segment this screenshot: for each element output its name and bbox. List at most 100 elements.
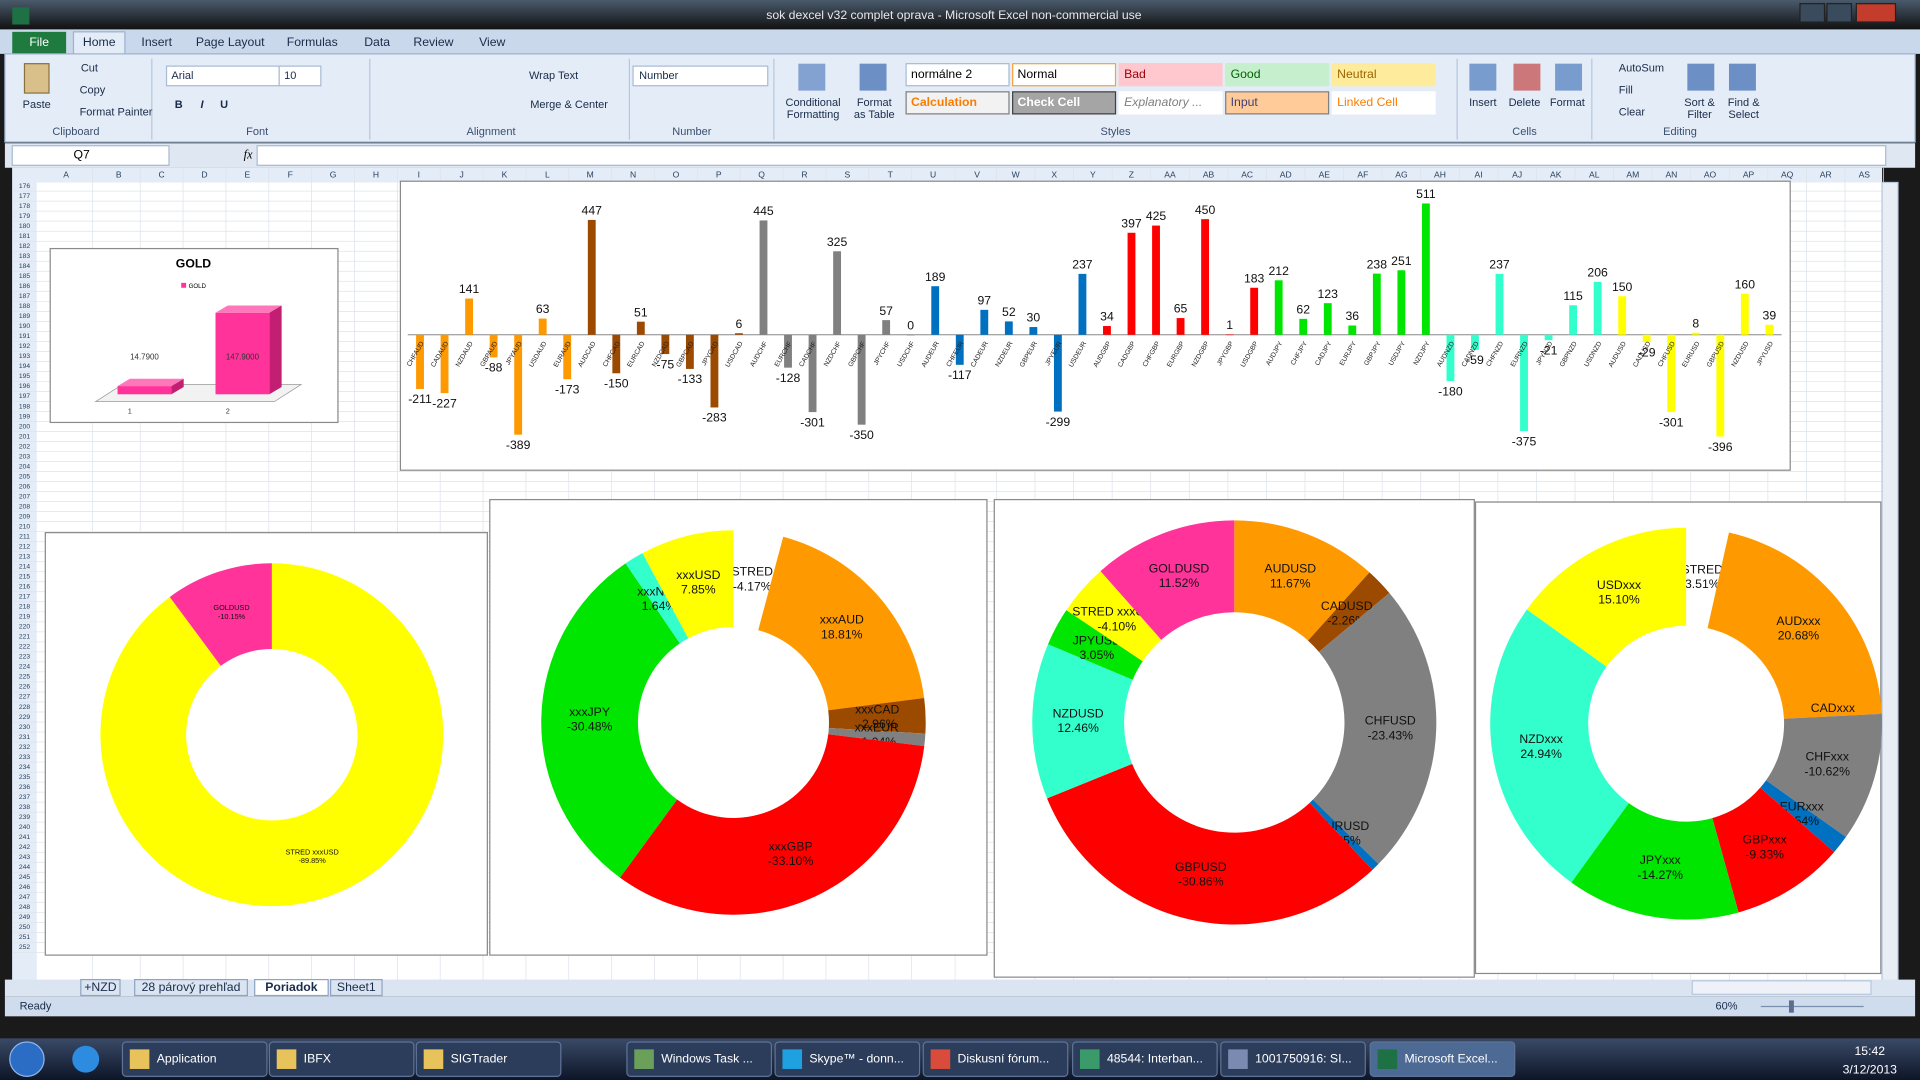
ribbon-command[interactable]: Paste <box>23 99 51 111</box>
start-button[interactable] <box>9 1041 45 1077</box>
taskbar-button[interactable] <box>626 1041 773 1077</box>
cell-style-label[interactable]: Calculation <box>911 95 977 109</box>
bar <box>1299 318 1308 335</box>
cell-style[interactable] <box>1118 91 1223 115</box>
ribbon-command[interactable]: Sort & <box>1684 97 1715 109</box>
ribbon-command[interactable]: Filter <box>1687 109 1712 121</box>
zoom-thumb[interactable] <box>1788 1000 1794 1013</box>
cell-style-label[interactable]: normálne 2 <box>911 67 972 81</box>
data-label: 251 <box>1391 254 1412 268</box>
taskbar-button[interactable] <box>121 1041 268 1077</box>
cell-style[interactable] <box>905 63 1010 87</box>
ribbon-command[interactable]: Formatting <box>787 109 840 121</box>
taskbar-label[interactable]: IBFX <box>304 1051 331 1065</box>
taskbar-label[interactable]: 1001750916: SI... <box>1255 1051 1352 1065</box>
cell-style-label[interactable]: Explanatory ... <box>1124 95 1202 109</box>
cell-style[interactable] <box>1118 63 1223 87</box>
ribbon-command[interactable]: U <box>220 99 228 111</box>
cell-style[interactable] <box>905 91 1010 115</box>
taskbar-button[interactable] <box>1072 1041 1218 1077</box>
cell-style[interactable] <box>1225 91 1330 115</box>
taskbar-label[interactable]: 48544: Interban... <box>1107 1051 1203 1065</box>
slice-value-label: 11.52% <box>1159 576 1200 590</box>
taskbar-button[interactable] <box>1220 1041 1366 1077</box>
sheet-tab-label[interactable]: Poriadok <box>265 980 318 994</box>
data-label: -128 <box>776 371 801 385</box>
taskbar-button[interactable] <box>774 1041 921 1077</box>
ribbon-command[interactable]: Format Painter <box>80 107 153 119</box>
sheet-tab[interactable] <box>80 978 121 997</box>
ribbon-command[interactable]: Merge & Center <box>530 99 608 111</box>
taskbar-label[interactable]: Windows Task ... <box>661 1051 753 1065</box>
cell-style[interactable] <box>1225 63 1330 87</box>
cell-style-label[interactable]: Good <box>1231 67 1261 81</box>
data-label: 63 <box>536 302 550 316</box>
file-tab[interactable] <box>12 31 67 54</box>
ribbon-command[interactable]: Copy <box>80 85 106 97</box>
taskbar-button[interactable] <box>268 1041 415 1077</box>
taskbar-label[interactable]: Skype™ - donn... <box>809 1051 904 1065</box>
ribbon-command[interactable]: AutoSum <box>1619 62 1664 74</box>
ribbon-command[interactable]: Number <box>639 70 679 82</box>
cell-style-label[interactable]: Input <box>1231 95 1259 109</box>
ribbon-command[interactable]: Format <box>1550 97 1585 109</box>
data-label: 237 <box>1072 258 1093 272</box>
sheet-tab[interactable] <box>134 978 248 997</box>
ribbon-command[interactable]: Cut <box>81 62 98 74</box>
ie-icon[interactable] <box>72 1045 100 1073</box>
bar <box>1691 332 1700 335</box>
cell-style-label[interactable]: Linked Cell <box>1337 95 1398 109</box>
cell-style-label[interactable]: Neutral <box>1337 67 1376 81</box>
sheet-tab[interactable] <box>254 978 329 997</box>
ribbon-command[interactable]: Conditional <box>785 97 840 109</box>
ribbon-command[interactable]: Wrap Text <box>529 70 578 82</box>
ribbon-command[interactable]: Fill <box>1619 85 1633 97</box>
file-tab-label[interactable]: File <box>29 35 49 49</box>
row-header: 192 <box>19 343 30 350</box>
ribbon-tab[interactable]: Data <box>364 35 390 49</box>
cell-style[interactable] <box>1012 63 1117 87</box>
cell-style[interactable] <box>1331 63 1436 87</box>
ribbon-command[interactable]: as Table <box>854 109 895 121</box>
taskbar-button[interactable] <box>1369 1041 1516 1077</box>
window-button[interactable] <box>1799 3 1826 23</box>
ribbon-tab[interactable]: View <box>479 35 505 49</box>
ribbon-tab[interactable]: Formulas <box>287 35 338 49</box>
taskbar-label[interactable]: Application <box>157 1051 217 1065</box>
ribbon-command[interactable]: B <box>175 99 183 111</box>
sheet-tab-label[interactable]: +NZD <box>84 980 116 994</box>
window-button[interactable] <box>1826 3 1853 23</box>
sheet-tab[interactable] <box>330 978 383 997</box>
ribbon-command[interactable]: Clear <box>1619 107 1646 119</box>
ribbon-tab[interactable]: Insert <box>141 35 172 49</box>
ribbon-command[interactable]: Format <box>857 97 892 109</box>
row-header: 215 <box>19 574 30 581</box>
window-button[interactable] <box>1855 3 1897 23</box>
cell-style-label[interactable]: Bad <box>1124 67 1146 81</box>
cell-style[interactable] <box>1331 91 1436 115</box>
ribbon-tab[interactable]: Page Layout <box>196 35 265 49</box>
ribbon-command[interactable]: I <box>201 99 205 111</box>
taskbar-label[interactable]: SIGTrader <box>451 1051 508 1065</box>
horizontal-scrollbar[interactable] <box>1691 980 1872 995</box>
ribbon-command[interactable]: Select <box>1728 109 1759 121</box>
ribbon-tab[interactable]: Home <box>83 35 116 49</box>
taskbar-button[interactable] <box>415 1041 562 1077</box>
sheet-tab-label[interactable]: 28 párový prehľad <box>142 980 241 994</box>
vertical-scrollbar[interactable] <box>1881 181 1899 982</box>
ribbon-command[interactable]: Delete <box>1509 97 1541 109</box>
ribbon-tab[interactable]: Review <box>413 35 453 49</box>
cell-style[interactable] <box>1012 91 1117 115</box>
ribbon-command[interactable]: Find & <box>1728 97 1760 109</box>
ribbon-command[interactable]: Insert <box>1469 97 1497 109</box>
cell-style-label[interactable]: Normal <box>1018 67 1057 81</box>
taskbar-label[interactable]: Diskusní fórum... <box>958 1051 1050 1065</box>
sheet-tab-label[interactable]: Sheet1 <box>337 980 376 994</box>
taskbar-label[interactable]: Microsoft Excel... <box>1404 1051 1497 1065</box>
slice-value-label: -89.85% <box>298 856 326 865</box>
slice-label: STRED <box>1682 563 1724 577</box>
ribbon-command[interactable]: Arial <box>171 70 193 82</box>
cell-style-label[interactable]: Check Cell <box>1018 95 1081 109</box>
ribbon-command[interactable]: 10 <box>284 70 296 82</box>
taskbar-button[interactable] <box>922 1041 1069 1077</box>
